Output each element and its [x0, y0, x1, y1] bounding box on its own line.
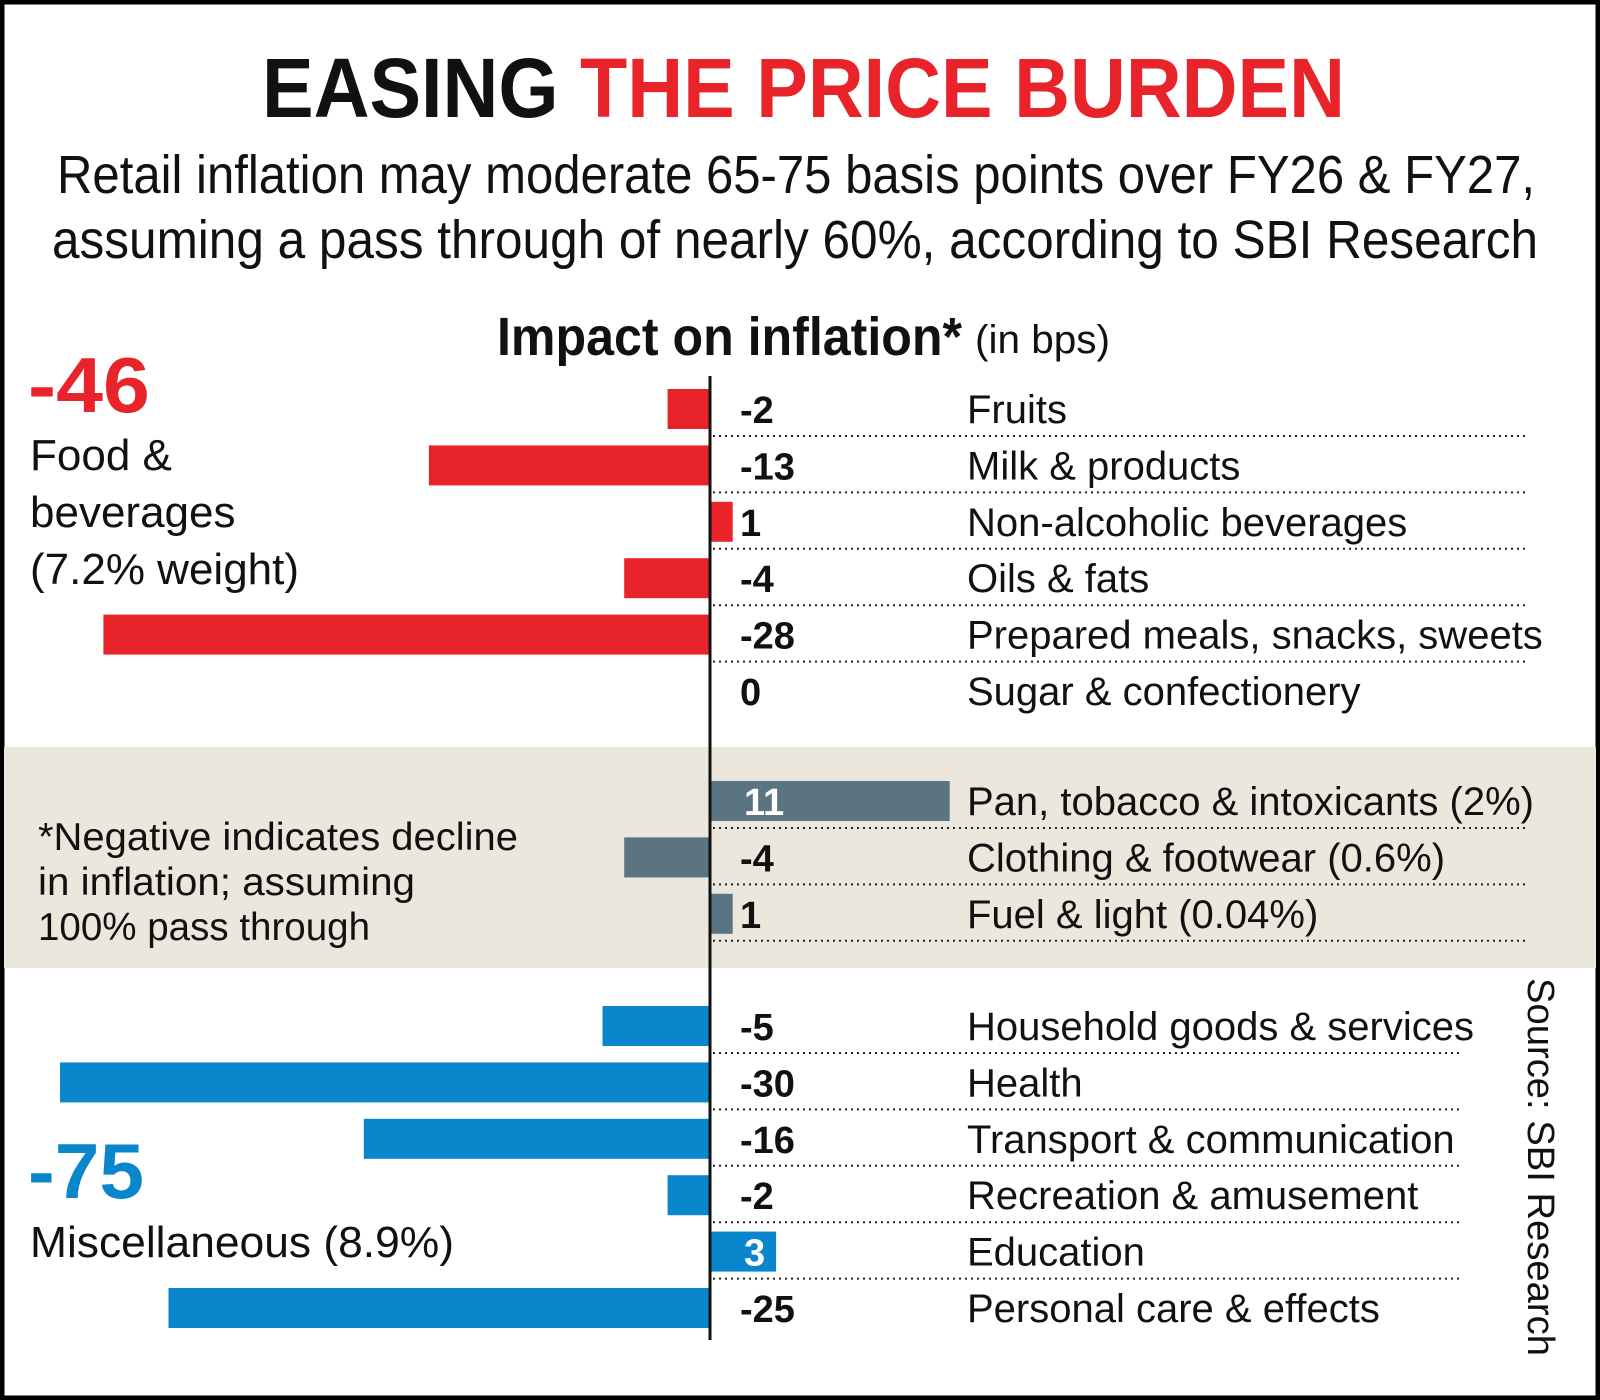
category-label: Health — [967, 1061, 1083, 1105]
category-label: Clothing & footwear (0.6%) — [967, 836, 1445, 880]
value-label: -16 — [740, 1120, 795, 1162]
value-label: 3 — [744, 1233, 765, 1275]
category-label: Non-alcoholic beverages — [967, 501, 1407, 545]
misc-total: -75 — [28, 1127, 144, 1215]
footnote-3: 100% pass through — [38, 906, 370, 949]
food-label-2: beverages — [30, 488, 235, 537]
category-label: Fruits — [967, 388, 1067, 432]
chart-unit: (in bps) — [975, 318, 1110, 362]
title: EASING THE PRICE BURDEN — [262, 41, 1345, 135]
value-label: -28 — [740, 616, 795, 658]
value-label: 1 — [740, 895, 761, 937]
category-label: Personal care & effects — [967, 1287, 1380, 1331]
value-label: 11 — [744, 782, 784, 824]
value-label: -2 — [740, 1176, 774, 1218]
category-label: Household goods & services — [967, 1005, 1474, 1049]
category-label: Recreation & amusement — [967, 1174, 1418, 1218]
bar — [168, 1288, 711, 1328]
category-label: Fuel & light (0.04%) — [967, 893, 1318, 937]
bar — [624, 558, 711, 599]
category-label: Prepared meals, snacks, sweets — [967, 614, 1543, 658]
value-label: -13 — [740, 446, 795, 488]
bar — [60, 1062, 711, 1103]
value-label: -25 — [740, 1289, 795, 1331]
bar — [711, 1231, 777, 1272]
category-label: Pan, tobacco & intoxicants (2%) — [967, 780, 1534, 824]
title-part1: EASING — [262, 41, 559, 135]
bar — [711, 893, 733, 934]
source: Source: SBI Research — [1519, 978, 1561, 1356]
food-total: -46 — [28, 341, 150, 429]
subtitle-line1: Retail inflation may moderate 65-75 basi… — [57, 145, 1535, 205]
value-label: -4 — [740, 838, 774, 880]
title-part2: THE PRICE BURDEN — [580, 41, 1345, 135]
category-label: Sugar & confectionery — [967, 670, 1361, 714]
value-label: -4 — [740, 559, 774, 601]
footnote-1: *Negative indicates decline — [38, 816, 518, 859]
footnote-2: in inflation; assuming — [38, 861, 415, 904]
food-label-3: (7.2% weight) — [30, 545, 299, 594]
value-label: -5 — [740, 1007, 774, 1049]
bar — [711, 501, 733, 542]
bar — [624, 837, 711, 878]
bar — [667, 389, 711, 429]
bar — [363, 1118, 711, 1159]
value-label: -30 — [740, 1063, 795, 1105]
bar — [428, 445, 711, 486]
category-label: Oils & fats — [967, 557, 1149, 601]
bar — [711, 781, 950, 821]
category-label: Education — [967, 1231, 1145, 1275]
value-label: -2 — [740, 390, 774, 432]
misc-label: Miscellaneous (8.9%) — [30, 1218, 454, 1267]
category-label: Transport & communication — [967, 1118, 1455, 1162]
value-label: 1 — [740, 503, 761, 545]
value-label: 0 — [740, 672, 761, 714]
bar — [667, 1175, 711, 1216]
food-label-1: Food & — [30, 431, 172, 480]
chart-title: Impact on inflation* — [497, 307, 962, 367]
category-label: Milk & products — [967, 444, 1240, 488]
subtitle-line2: assuming a pass through of nearly 60%, a… — [52, 210, 1538, 270]
bar — [602, 1006, 711, 1046]
bar — [103, 614, 711, 655]
